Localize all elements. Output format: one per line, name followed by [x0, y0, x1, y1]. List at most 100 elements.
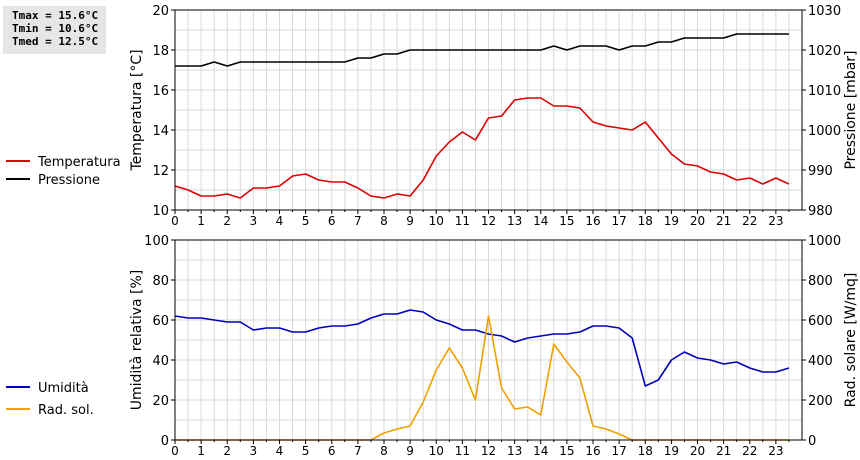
top-x-axis: 0 1 2 3 4 5 6 7 8 9 10 11 12 13 14 15 16 17 18 19 20 21 22 23: [171, 210, 790, 228]
x-tick-label: 23: [768, 214, 783, 228]
y2-tick-label: 980: [808, 204, 833, 219]
x-tick-label: 0: [171, 214, 179, 228]
legend-label-umidita: Umidità: [38, 381, 89, 396]
legend-label-rad-sol: Rad. sol.: [38, 403, 94, 418]
y-tick-label: 100: [144, 234, 169, 249]
y-tick-label: 14: [152, 124, 169, 139]
x-tick-label: 4: [276, 444, 284, 458]
x-tick-label: 10: [429, 214, 444, 228]
x-tick-label: 3: [250, 214, 258, 228]
legend-label-pressione: Pressione: [38, 173, 100, 188]
y2-tick-label: 800: [808, 274, 833, 289]
x-tick-label: 7: [354, 444, 362, 458]
y2-tick-label: 1000: [808, 124, 841, 139]
x-tick-label: 1: [197, 444, 205, 458]
x-tick-label: 1: [197, 214, 205, 228]
x-tick-label: 21: [716, 444, 731, 458]
y-tick-label: 0: [161, 434, 169, 449]
y-tick-label: 12: [152, 164, 169, 179]
x-tick-label: 2: [223, 214, 231, 228]
x-tick-label: 5: [302, 444, 310, 458]
y2-tick-label: 1030: [808, 4, 841, 19]
y-tick-label: 20: [152, 394, 169, 409]
x-tick-label: 6: [328, 214, 336, 228]
x-tick-label: 9: [406, 444, 414, 458]
x-tick-label: 20: [690, 444, 705, 458]
x-tick-label: 13: [507, 214, 522, 228]
top-right-axis-title: Pressione [mbar]: [843, 50, 859, 169]
y-tick-label: 16: [152, 84, 169, 99]
x-tick-label: 11: [455, 214, 470, 228]
bottom-legend: Umidità Rad. sol.: [6, 381, 94, 418]
bottom-grid: [175, 240, 802, 440]
x-tick-label: 8: [380, 444, 388, 458]
bottom-x-axis: 0 1 2 3 4 5 6 7 8 9 10 11 12 13 14 15 16 17 18 19 20 21 22 23: [171, 440, 790, 458]
x-tick-label: 15: [559, 444, 574, 458]
y-tick-label: 80: [152, 274, 169, 289]
y-tick-label: 20: [152, 4, 169, 19]
y2-tick-label: 600: [808, 314, 833, 329]
x-tick-label: 20: [690, 214, 705, 228]
x-tick-label: 13: [507, 444, 522, 458]
y2-tick-label: 0: [808, 434, 816, 449]
top-left-axis-title: Temperatura [°C]: [129, 49, 145, 171]
series-line-pressione: [175, 33, 789, 67]
y-tick-label: 18: [152, 44, 169, 59]
x-tick-label: 2: [223, 444, 231, 458]
top-legend: Temperatura Pressione: [6, 155, 121, 188]
bottom-left-axis: 0 20 40 60 80 100: [144, 234, 175, 449]
x-tick-label: 21: [716, 214, 731, 228]
x-tick-label: 17: [611, 214, 626, 228]
x-tick-label: 19: [664, 214, 679, 228]
y2-tick-label: 1000: [808, 234, 841, 249]
x-tick-label: 4: [276, 214, 284, 228]
x-tick-label: 22: [742, 214, 757, 228]
x-tick-label: 15: [559, 214, 574, 228]
top-series: [174, 33, 790, 199]
x-tick-label: 14: [533, 444, 548, 458]
x-tick-label: 16: [585, 444, 600, 458]
x-tick-label: 18: [638, 214, 653, 228]
x-tick-label: 0: [171, 444, 179, 458]
x-tick-label: 9: [406, 214, 414, 228]
x-tick-label: 11: [455, 444, 470, 458]
bottom-left-axis-title: Umidità relativa [%]: [129, 270, 145, 411]
series-line-rad-sol: [175, 315, 789, 441]
x-tick-label: 17: [611, 444, 626, 458]
y2-tick-label: 200: [808, 394, 833, 409]
top-grid: [175, 10, 802, 210]
series-line-temperatura: [174, 97, 790, 199]
y2-tick-label: 990: [808, 164, 833, 179]
x-tick-label: 10: [429, 444, 444, 458]
series-line-umidit: [174, 309, 790, 387]
x-tick-label: 5: [302, 214, 310, 228]
x-tick-label: 22: [742, 444, 757, 458]
tmax-label: Tmax = 15.6°C: [12, 9, 99, 22]
bottom-right-axis: 0 200 400 600 800 1000: [802, 234, 841, 449]
tmed-label: Tmed = 12.5°C: [12, 35, 99, 48]
y2-tick-label: 1020: [808, 44, 841, 59]
tmin-label: Tmin = 10.6°C: [12, 22, 99, 35]
x-tick-label: 7: [354, 214, 362, 228]
x-tick-label: 18: [638, 444, 653, 458]
x-tick-label: 19: [664, 444, 679, 458]
x-tick-label: 23: [768, 444, 783, 458]
top-right-axis: 980 990 1000 1010 1020 1030: [802, 4, 841, 219]
x-tick-label: 12: [481, 214, 496, 228]
x-tick-label: 3: [250, 444, 258, 458]
x-tick-label: 16: [585, 214, 600, 228]
y2-tick-label: 400: [808, 354, 833, 369]
y-tick-label: 10: [152, 204, 169, 219]
legend-label-temperatura: Temperatura: [37, 155, 121, 170]
bottom-right-axis-title: Rad. solare [W/mq]: [843, 273, 859, 408]
x-tick-label: 6: [328, 444, 336, 458]
x-tick-label: 8: [380, 214, 388, 228]
y-tick-label: 60: [152, 314, 169, 329]
top-left-axis: 10 12 14 16 18 20: [152, 4, 175, 219]
stats-box: Tmax = 15.6°C Tmin = 10.6°C Tmed = 12.5°…: [3, 6, 106, 54]
y2-tick-label: 1010: [808, 84, 841, 99]
y-tick-label: 40: [152, 354, 169, 369]
